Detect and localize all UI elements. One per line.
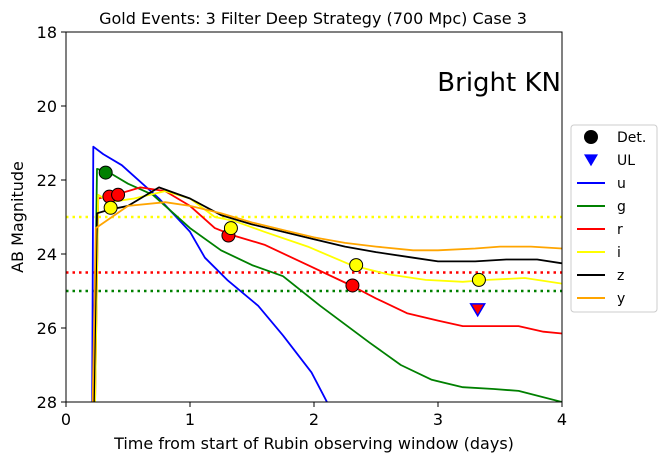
- y-tick-label: 26: [37, 319, 57, 338]
- detection-point-g: [98, 165, 113, 180]
- legend-detection-marker: [584, 130, 598, 144]
- series-line-u: [91, 145, 328, 402]
- x-tick-label: 4: [557, 410, 567, 429]
- legend-label: y: [617, 291, 625, 307]
- detection-point-r: [345, 278, 360, 293]
- series-line-g: [92, 167, 562, 402]
- chart-title: Gold Events: 3 Filter Deep Strategy (700…: [99, 9, 527, 28]
- x-axis-label: Time from start of Rubin observing windo…: [113, 434, 514, 453]
- x-tick-label: 1: [185, 410, 195, 429]
- legend-label: i: [617, 245, 621, 261]
- series-line-i: [94, 190, 562, 402]
- x-tick-label: 0: [61, 410, 71, 429]
- detection-point-i: [471, 272, 486, 287]
- legend-upper-limit-marker: [584, 154, 598, 167]
- detection-point-i: [223, 221, 238, 236]
- legend-box: [570, 124, 658, 313]
- series-line-z: [93, 186, 562, 402]
- x-tick-label: 3: [433, 410, 443, 429]
- y-tick-label: 20: [37, 97, 57, 116]
- y-tick-label: 22: [37, 171, 57, 190]
- legend-label: z: [617, 268, 624, 284]
- series-line-r: [94, 186, 562, 402]
- legend-label: Det.: [617, 130, 646, 146]
- y-tick-label: 18: [37, 23, 57, 42]
- legend-label: g: [617, 199, 626, 215]
- detection-point-i: [103, 200, 118, 215]
- upper-limit-marker: [469, 303, 486, 318]
- series-line-y: [91, 201, 562, 402]
- legend-label: UL: [617, 153, 635, 169]
- detection-point-i: [349, 258, 364, 273]
- bright-kn-annotation: Bright KN: [437, 68, 561, 98]
- legend-label: r: [617, 222, 623, 238]
- detection-point-r: [111, 187, 126, 202]
- y-tick-label: 28: [37, 393, 57, 412]
- legend-label: u: [617, 176, 626, 192]
- y-axis-label: AB Magnitude: [8, 161, 27, 273]
- y-tick-label: 24: [37, 245, 57, 264]
- x-tick-label: 2: [309, 410, 319, 429]
